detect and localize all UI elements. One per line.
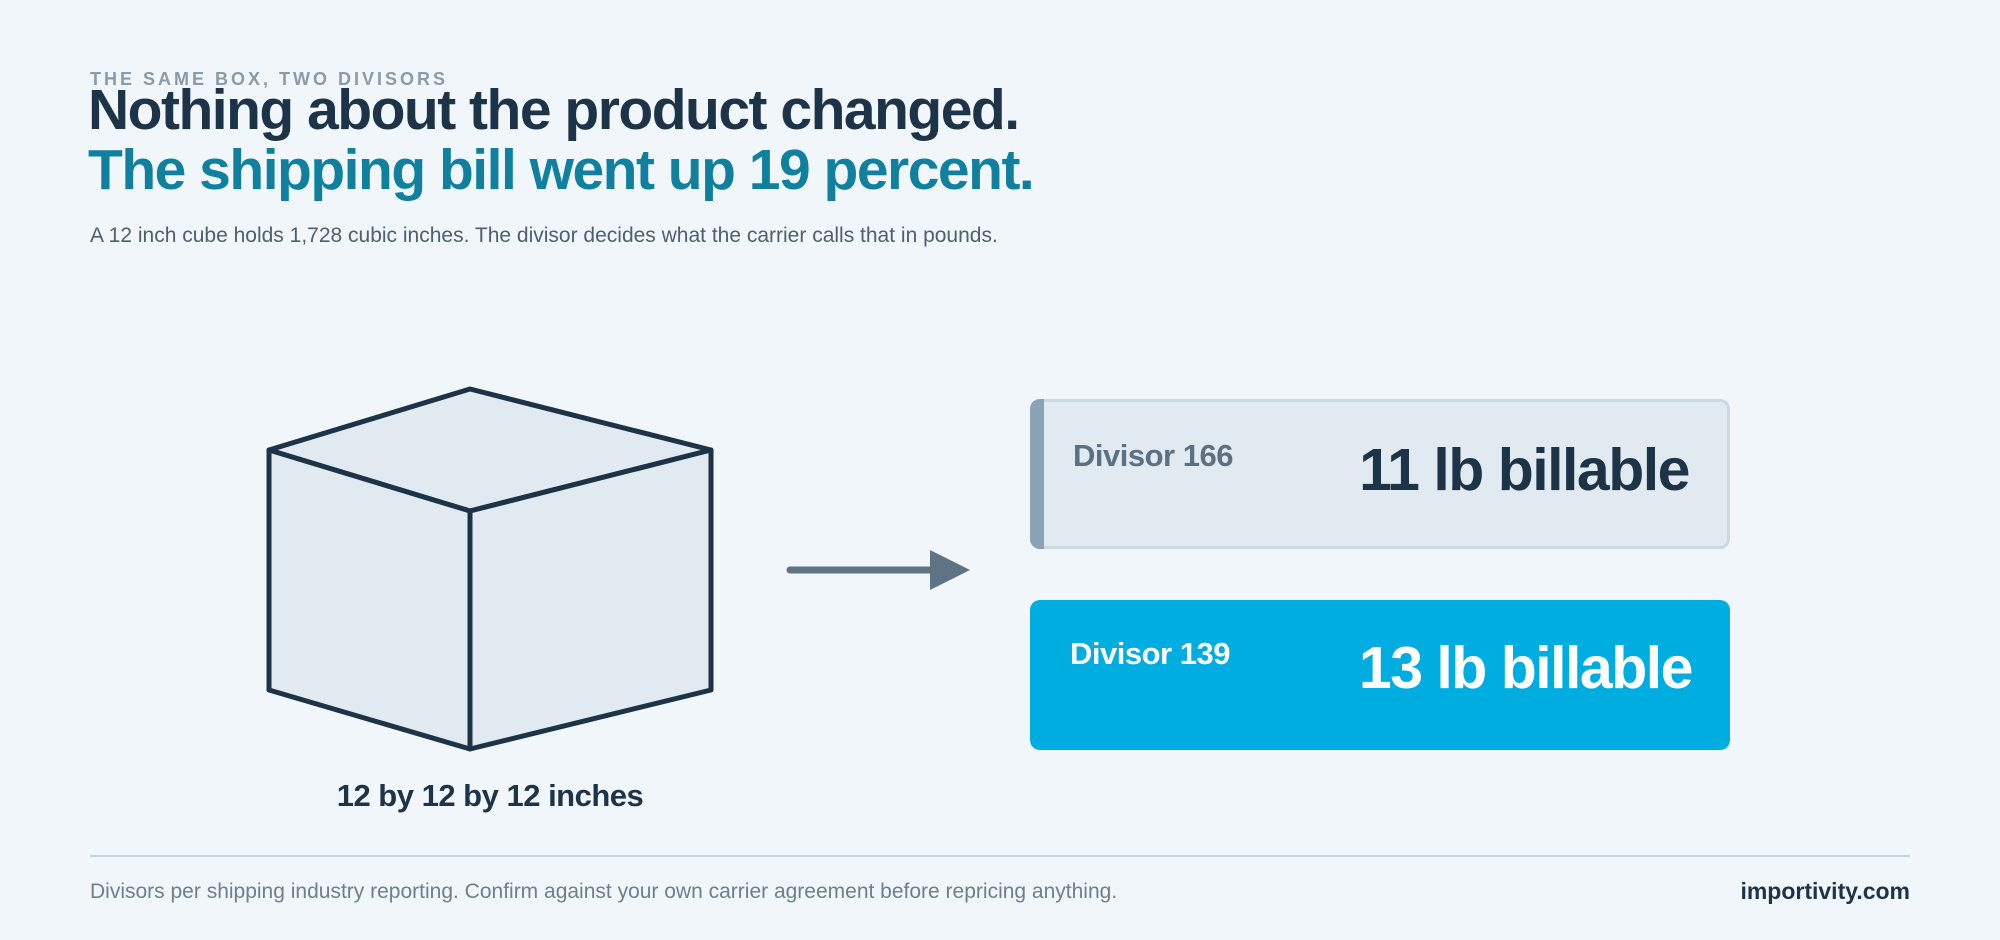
footnote: Divisors per shipping industry reporting… [90,880,1118,903]
footer-divider [90,855,1910,857]
divisor-label: Divisor 139 [1070,636,1230,671]
brand-link[interactable]: importivity.com [1740,878,1910,904]
page-title: Nothing about the product changed. The s… [88,78,1035,202]
divisor-label: Divisor 166 [1073,438,1233,473]
cube-icon [266,386,714,752]
divisor-166-card: Divisor 166 11 lb billable [1030,399,1730,549]
billable-weight: 13 lb billable [1358,635,1694,701]
headline-line-2: The shipping bill went up 19 percent. [88,138,1035,202]
billable-weight: 11 lb billable [1359,437,1690,503]
eyebrow: THE SAME BOX, TWO DIVISORS [90,69,449,89]
arrow-right-icon [786,550,970,590]
cube-right-face [467,447,714,752]
cube-caption: 12 by 12 by 12 inches [336,778,644,813]
subtitle: A 12 inch cube holds 1,728 cubic inches.… [90,224,998,247]
card-accent-bar [1030,399,1044,549]
divisor-139-card: Divisor 139 13 lb billable [1030,600,1730,750]
headline-line-1: Nothing about the product changed. [88,78,1020,142]
